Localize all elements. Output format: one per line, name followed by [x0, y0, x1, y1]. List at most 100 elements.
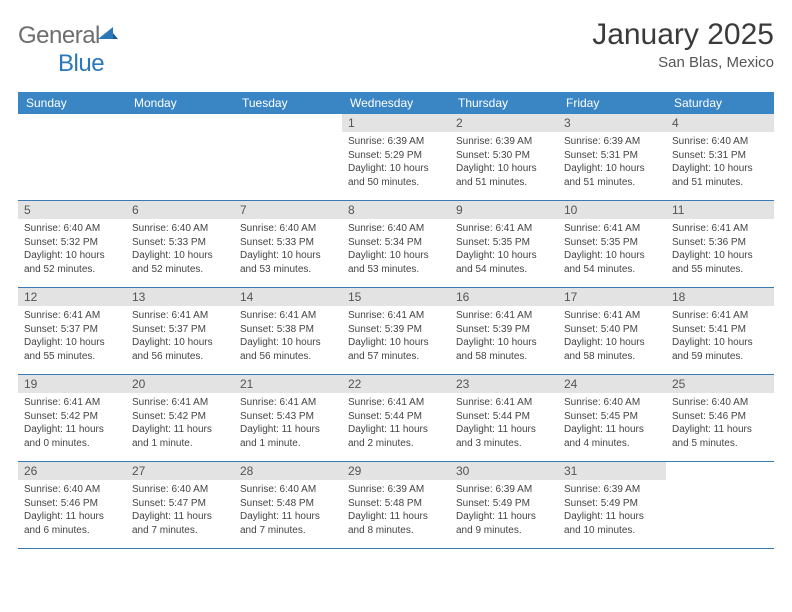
- day-cell: 19Sunrise: 6:41 AMSunset: 5:42 PMDayligh…: [18, 375, 126, 461]
- sunrise-text: Sunrise: 6:39 AM: [456, 483, 552, 497]
- sunrise-text: Sunrise: 6:41 AM: [240, 309, 336, 323]
- day-header-row: SundayMondayTuesdayWednesdayThursdayFrid…: [18, 92, 774, 114]
- daylight-text: Daylight: 10 hours and 52 minutes.: [132, 249, 228, 276]
- day-header-monday: Monday: [126, 92, 234, 114]
- sunset-text: Sunset: 5:31 PM: [672, 149, 768, 163]
- day-header-tuesday: Tuesday: [234, 92, 342, 114]
- day-cell: 16Sunrise: 6:41 AMSunset: 5:39 PMDayligh…: [450, 288, 558, 374]
- month-title: January 2025: [592, 18, 774, 52]
- day-content: Sunrise: 6:41 AMSunset: 5:40 PMDaylight:…: [558, 306, 666, 367]
- day-number: 15: [342, 288, 450, 306]
- day-header-thursday: Thursday: [450, 92, 558, 114]
- day-number: 23: [450, 375, 558, 393]
- daylight-text: Daylight: 11 hours and 1 minute.: [132, 423, 228, 450]
- day-content: Sunrise: 6:39 AMSunset: 5:49 PMDaylight:…: [558, 480, 666, 541]
- daylight-text: Daylight: 11 hours and 5 minutes.: [672, 423, 768, 450]
- daylight-text: Daylight: 10 hours and 55 minutes.: [672, 249, 768, 276]
- day-header-sunday: Sunday: [18, 92, 126, 114]
- sunset-text: Sunset: 5:46 PM: [24, 497, 120, 511]
- day-cell: 2Sunrise: 6:39 AMSunset: 5:30 PMDaylight…: [450, 114, 558, 200]
- sunset-text: Sunset: 5:45 PM: [564, 410, 660, 424]
- day-number: [18, 114, 126, 132]
- day-content: Sunrise: 6:41 AMSunset: 5:36 PMDaylight:…: [666, 219, 774, 280]
- sunrise-text: Sunrise: 6:41 AM: [672, 309, 768, 323]
- logo-text-blue: Blue: [58, 50, 104, 77]
- sunset-text: Sunset: 5:33 PM: [132, 236, 228, 250]
- day-content: Sunrise: 6:39 AMSunset: 5:31 PMDaylight:…: [558, 132, 666, 193]
- day-cell: 21Sunrise: 6:41 AMSunset: 5:43 PMDayligh…: [234, 375, 342, 461]
- day-content: Sunrise: 6:40 AMSunset: 5:47 PMDaylight:…: [126, 480, 234, 541]
- daylight-text: Daylight: 10 hours and 56 minutes.: [132, 336, 228, 363]
- day-number: 28: [234, 462, 342, 480]
- sunset-text: Sunset: 5:35 PM: [456, 236, 552, 250]
- calendar-body: 1Sunrise: 6:39 AMSunset: 5:29 PMDaylight…: [18, 114, 774, 549]
- sunset-text: Sunset: 5:32 PM: [24, 236, 120, 250]
- day-number: 12: [18, 288, 126, 306]
- sunrise-text: Sunrise: 6:41 AM: [240, 396, 336, 410]
- sunset-text: Sunset: 5:30 PM: [456, 149, 552, 163]
- daylight-text: Daylight: 11 hours and 8 minutes.: [348, 510, 444, 537]
- day-cell: 25Sunrise: 6:40 AMSunset: 5:46 PMDayligh…: [666, 375, 774, 461]
- day-content: [18, 132, 126, 139]
- day-cell: 22Sunrise: 6:41 AMSunset: 5:44 PMDayligh…: [342, 375, 450, 461]
- daylight-text: Daylight: 11 hours and 9 minutes.: [456, 510, 552, 537]
- day-cell: 20Sunrise: 6:41 AMSunset: 5:42 PMDayligh…: [126, 375, 234, 461]
- day-cell: 18Sunrise: 6:41 AMSunset: 5:41 PMDayligh…: [666, 288, 774, 374]
- sunrise-text: Sunrise: 6:41 AM: [564, 309, 660, 323]
- day-cell: 15Sunrise: 6:41 AMSunset: 5:39 PMDayligh…: [342, 288, 450, 374]
- sunrise-text: Sunrise: 6:41 AM: [564, 222, 660, 236]
- day-content: Sunrise: 6:41 AMSunset: 5:42 PMDaylight:…: [18, 393, 126, 454]
- week-row: 26Sunrise: 6:40 AMSunset: 5:46 PMDayligh…: [18, 462, 774, 549]
- day-cell: [126, 114, 234, 200]
- day-content: Sunrise: 6:40 AMSunset: 5:45 PMDaylight:…: [558, 393, 666, 454]
- day-cell: 4Sunrise: 6:40 AMSunset: 5:31 PMDaylight…: [666, 114, 774, 200]
- sunset-text: Sunset: 5:42 PM: [132, 410, 228, 424]
- sunrise-text: Sunrise: 6:40 AM: [240, 483, 336, 497]
- day-cell: 13Sunrise: 6:41 AMSunset: 5:37 PMDayligh…: [126, 288, 234, 374]
- sunset-text: Sunset: 5:33 PM: [240, 236, 336, 250]
- day-content: Sunrise: 6:40 AMSunset: 5:33 PMDaylight:…: [126, 219, 234, 280]
- daylight-text: Daylight: 11 hours and 6 minutes.: [24, 510, 120, 537]
- day-number: 18: [666, 288, 774, 306]
- sunrise-text: Sunrise: 6:40 AM: [24, 222, 120, 236]
- sunrise-text: Sunrise: 6:40 AM: [24, 483, 120, 497]
- sunrise-text: Sunrise: 6:41 AM: [132, 396, 228, 410]
- day-content: Sunrise: 6:40 AMSunset: 5:46 PMDaylight:…: [18, 480, 126, 541]
- day-cell: 12Sunrise: 6:41 AMSunset: 5:37 PMDayligh…: [18, 288, 126, 374]
- week-row: 5Sunrise: 6:40 AMSunset: 5:32 PMDaylight…: [18, 201, 774, 288]
- day-content: Sunrise: 6:41 AMSunset: 5:44 PMDaylight:…: [450, 393, 558, 454]
- sunset-text: Sunset: 5:29 PM: [348, 149, 444, 163]
- day-cell: 6Sunrise: 6:40 AMSunset: 5:33 PMDaylight…: [126, 201, 234, 287]
- daylight-text: Daylight: 10 hours and 53 minutes.: [348, 249, 444, 276]
- day-number: 16: [450, 288, 558, 306]
- day-number: 1: [342, 114, 450, 132]
- day-content: Sunrise: 6:41 AMSunset: 5:42 PMDaylight:…: [126, 393, 234, 454]
- day-number: 22: [342, 375, 450, 393]
- daylight-text: Daylight: 11 hours and 1 minute.: [240, 423, 336, 450]
- daylight-text: Daylight: 10 hours and 58 minutes.: [456, 336, 552, 363]
- logo-text: GeneralBlue: [18, 22, 118, 78]
- day-content: Sunrise: 6:40 AMSunset: 5:48 PMDaylight:…: [234, 480, 342, 541]
- sunrise-text: Sunrise: 6:40 AM: [132, 222, 228, 236]
- day-cell: 3Sunrise: 6:39 AMSunset: 5:31 PMDaylight…: [558, 114, 666, 200]
- day-number: 27: [126, 462, 234, 480]
- sunset-text: Sunset: 5:35 PM: [564, 236, 660, 250]
- daylight-text: Daylight: 10 hours and 51 minutes.: [456, 162, 552, 189]
- day-number: 17: [558, 288, 666, 306]
- daylight-text: Daylight: 11 hours and 4 minutes.: [564, 423, 660, 450]
- daylight-text: Daylight: 10 hours and 57 minutes.: [348, 336, 444, 363]
- day-content: Sunrise: 6:41 AMSunset: 5:41 PMDaylight:…: [666, 306, 774, 367]
- day-number: 2: [450, 114, 558, 132]
- sunrise-text: Sunrise: 6:40 AM: [132, 483, 228, 497]
- day-content: Sunrise: 6:40 AMSunset: 5:46 PMDaylight:…: [666, 393, 774, 454]
- day-content: Sunrise: 6:39 AMSunset: 5:49 PMDaylight:…: [450, 480, 558, 541]
- sunset-text: Sunset: 5:37 PM: [132, 323, 228, 337]
- sunset-text: Sunset: 5:42 PM: [24, 410, 120, 424]
- daylight-text: Daylight: 10 hours and 54 minutes.: [564, 249, 660, 276]
- day-content: Sunrise: 6:39 AMSunset: 5:30 PMDaylight:…: [450, 132, 558, 193]
- sunrise-text: Sunrise: 6:41 AM: [456, 222, 552, 236]
- daylight-text: Daylight: 10 hours and 50 minutes.: [348, 162, 444, 189]
- sunrise-text: Sunrise: 6:41 AM: [24, 396, 120, 410]
- sunset-text: Sunset: 5:39 PM: [456, 323, 552, 337]
- daylight-text: Daylight: 10 hours and 51 minutes.: [564, 162, 660, 189]
